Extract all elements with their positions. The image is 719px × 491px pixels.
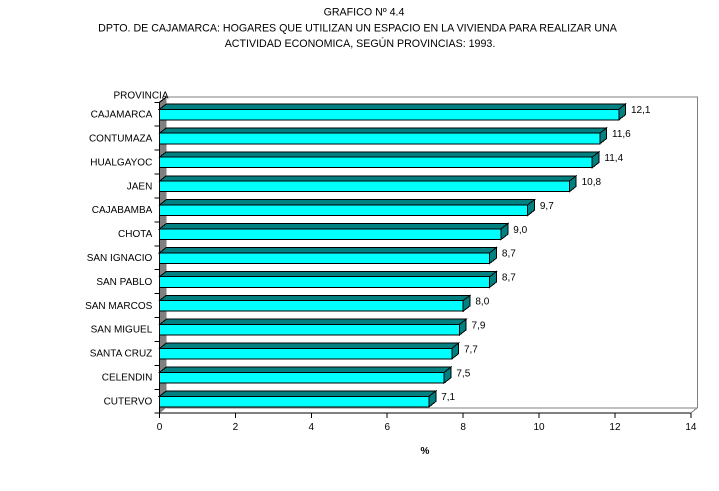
svg-text:0: 0: [157, 422, 163, 433]
svg-text:CHOTA: CHOTA: [118, 229, 153, 240]
svg-text:8,7: 8,7: [502, 273, 516, 284]
svg-text:11,6: 11,6: [612, 129, 631, 140]
svg-text:2: 2: [233, 422, 239, 433]
svg-text:10,8: 10,8: [582, 177, 602, 188]
svg-text:%: %: [421, 446, 430, 457]
svg-text:9,0: 9,0: [513, 225, 527, 236]
svg-text:SAN MARCOS: SAN MARCOS: [85, 301, 153, 312]
svg-text:11,4: 11,4: [604, 153, 623, 164]
svg-text:7,1: 7,1: [441, 392, 455, 403]
svg-text:10: 10: [534, 422, 546, 433]
svg-text:DPTO. DE CAJAMARCA: HOGARES QU: DPTO. DE CAJAMARCA: HOGARES QUE UTILIZAN…: [98, 22, 618, 34]
svg-text:SAN MIGUEL: SAN MIGUEL: [91, 325, 153, 336]
svg-text:4: 4: [309, 422, 315, 433]
svg-text:8,7: 8,7: [502, 249, 516, 260]
svg-text:CELENDIN: CELENDIN: [102, 373, 153, 384]
svg-text:HUALGAYOC: HUALGAYOC: [90, 157, 152, 168]
svg-text:12,1: 12,1: [631, 105, 651, 116]
svg-text:8,0: 8,0: [475, 297, 489, 308]
svg-text:CONTUMAZA: CONTUMAZA: [89, 133, 153, 144]
svg-text:SAN PABLO: SAN PABLO: [96, 277, 152, 288]
svg-text:ACTIVIDAD ECONOMICA, SEGÚN PRO: ACTIVIDAD ECONOMICA, SEGÚN PROVINCIAS: 1…: [225, 37, 496, 50]
svg-text:JAEN: JAEN: [127, 181, 153, 192]
svg-text:7,5: 7,5: [456, 368, 470, 379]
svg-text:9,7: 9,7: [540, 201, 554, 212]
svg-text:SAN IGNACIO: SAN IGNACIO: [87, 253, 153, 264]
svg-text:6: 6: [384, 422, 390, 433]
svg-text:12: 12: [609, 422, 621, 433]
svg-text:PROVINCIA: PROVINCIA: [113, 90, 168, 101]
svg-text:7,7: 7,7: [464, 344, 478, 355]
svg-text:7,9: 7,9: [472, 320, 486, 331]
svg-text:GRAFICO Nº 4.4: GRAFICO Nº 4.4: [324, 7, 405, 19]
svg-text:14: 14: [685, 422, 697, 433]
svg-text:SANTA CRUZ: SANTA CRUZ: [90, 349, 153, 360]
svg-text:8: 8: [460, 422, 466, 433]
svg-text:CAJABAMBA: CAJABAMBA: [92, 205, 153, 216]
svg-text:CAJAMARCA: CAJAMARCA: [91, 110, 153, 121]
svg-text:CUTERVO: CUTERVO: [104, 396, 153, 407]
